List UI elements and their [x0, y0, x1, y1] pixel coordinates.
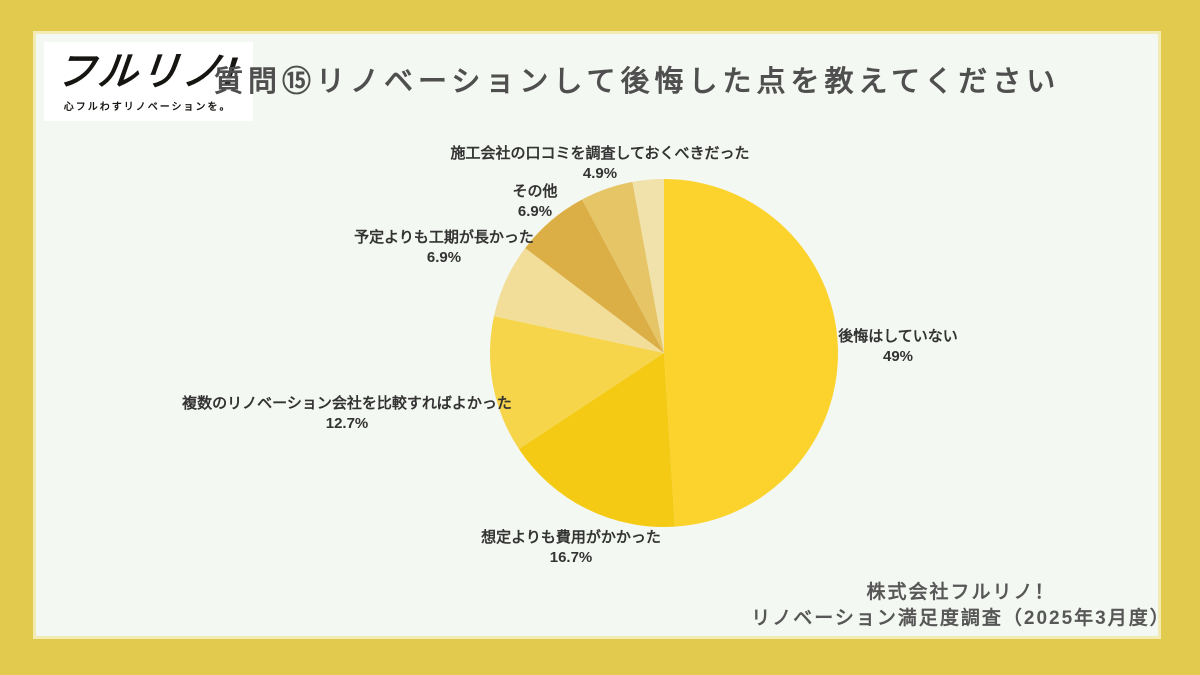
source-note: 株式会社フルリノ！ リノベーション満足度調査（2025年3月度）	[751, 580, 1170, 631]
pie-label-1-name: 想定よりも費用がかかった	[481, 529, 661, 546]
pie-segment-3	[493, 248, 664, 353]
pie-label-0-percent: 49%	[882, 348, 914, 366]
pie-label-3-percent: 6.9%	[426, 249, 462, 267]
pie-label-0: 後悔はしていない 49%	[838, 327, 958, 368]
pie-label-5-percent: 4.9%	[582, 165, 618, 183]
pie-label-0-name: 後悔はしていない	[838, 328, 958, 345]
pie-segment-0	[664, 179, 839, 527]
pie-label-3: 予定よりも工期が長かった 6.9%	[354, 228, 534, 269]
pie-label-5: 施工会社の口コミを調査しておくべきだった 4.9%	[450, 144, 749, 185]
source-company: 株式会社フルリノ！	[866, 582, 1056, 603]
pie-label-2: 複数のリノベーション会社を比較すればよかった 12.7%	[182, 394, 512, 435]
pie-label-3-name: 予定よりも工期が長かった	[354, 229, 534, 246]
source-survey: リノベーション満足度調査（2025年3月度）	[751, 607, 1171, 629]
pie-label-4-percent: 6.9%	[517, 203, 553, 221]
pie-label-1: 想定よりも費用がかかった 16.7%	[481, 528, 661, 569]
pie-label-4-name: その他	[512, 183, 558, 200]
pie-label-4: その他 6.9%	[512, 182, 557, 223]
pie-label-2-percent: 12.7%	[325, 415, 369, 433]
pie-label-2-name: 複数のリノベーション会社を比較すればよかった	[182, 395, 512, 412]
brand-logo-tagline: 心フルわすリノベーションを。	[63, 102, 232, 113]
pie-segment-5	[582, 181, 664, 353]
page-title: 質問⑮リノベーションして後悔した点を教えてください	[214, 66, 1061, 98]
pie-segment-4	[525, 199, 664, 353]
pie-segment-1	[518, 353, 675, 527]
pie-label-1-percent: 16.7%	[549, 549, 593, 567]
pie-label-5-name: 施工会社の口コミを調査しておくべきだった	[450, 145, 750, 162]
brand-logo: フルリノ! 心フルわすリノベーションを。	[44, 42, 254, 121]
pie-segment-2	[489, 316, 664, 449]
pie-segment-6	[632, 179, 664, 353]
